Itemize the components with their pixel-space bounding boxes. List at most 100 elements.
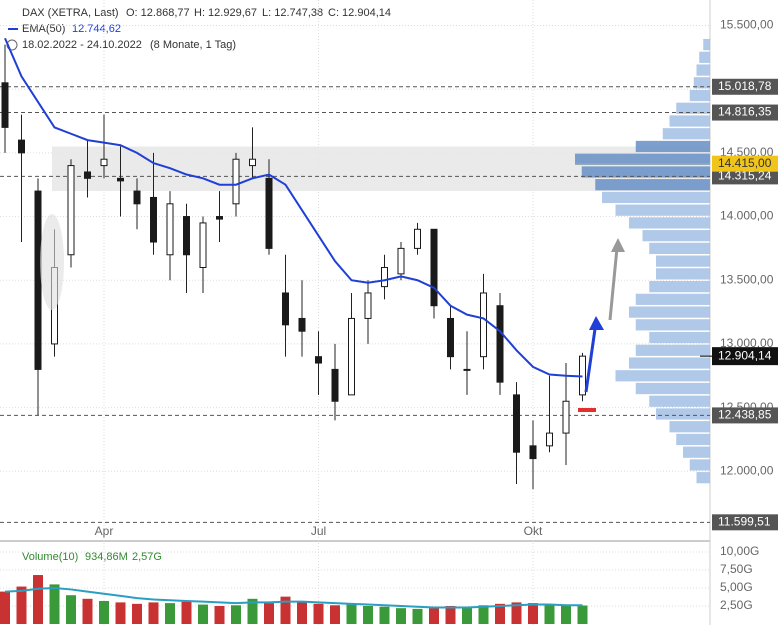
volume-bar xyxy=(396,608,406,624)
chart-title: DAX (XETRA, Last) xyxy=(22,7,119,19)
volume-bar xyxy=(231,605,241,624)
volume-profile-bar xyxy=(581,166,710,178)
volume-value: 934,86M xyxy=(85,551,128,563)
candle-body xyxy=(430,228,438,307)
candle-body xyxy=(166,203,174,256)
blue-arrow xyxy=(584,321,598,393)
level-label: 14.315,24 xyxy=(718,169,772,183)
ema-line xyxy=(4,37,583,378)
volume-profile-bar xyxy=(635,319,710,331)
candle-body xyxy=(480,292,487,358)
volume-profile-bar xyxy=(649,395,710,407)
volume-bar xyxy=(148,602,159,624)
level-label: 11.599,51 xyxy=(718,514,771,528)
last-price-label: 12.904,14 xyxy=(718,348,772,362)
volume-bar xyxy=(264,603,274,624)
volume-profile-bar xyxy=(689,89,710,102)
volume-profile-bar xyxy=(699,51,710,63)
volume-profile-bar xyxy=(676,102,710,114)
candle-body xyxy=(84,171,91,179)
candle-body xyxy=(331,368,339,402)
x-tick-label: Okt xyxy=(524,524,543,538)
level-label: 14.816,35 xyxy=(718,105,772,119)
level-label: 12.438,85 xyxy=(718,408,772,422)
volume-profile-bar xyxy=(656,268,710,280)
gray-arrow xyxy=(608,247,619,321)
range-note: (8 Monate, 1 Tag) xyxy=(150,39,236,51)
volume-bar xyxy=(16,586,27,624)
candle-body xyxy=(216,216,223,220)
ema-value: 12.744,62 xyxy=(72,23,121,35)
candle-body xyxy=(282,292,289,326)
y-tick-label: 12.000,00 xyxy=(720,463,774,477)
candle-body xyxy=(1,82,9,128)
volume-tick-label: 7,50G xyxy=(720,562,753,576)
candle-body xyxy=(562,400,570,434)
level-label-box xyxy=(712,78,778,95)
volume-bar xyxy=(297,602,307,624)
gray-arrow-head xyxy=(611,238,625,252)
volume-bar xyxy=(544,604,555,624)
x-tick-label: Apr xyxy=(95,524,114,538)
candle-body xyxy=(447,317,454,358)
y-tick-label: 13.000,00 xyxy=(720,336,774,350)
candle-body xyxy=(183,216,190,256)
volume-bar xyxy=(577,605,588,624)
candle-body xyxy=(315,356,322,364)
zone-label: 14.415,00 xyxy=(718,156,772,170)
candle-body xyxy=(67,165,75,256)
ohlc-high: H: 12.929,67 xyxy=(194,7,257,19)
volume-profile-bar xyxy=(696,472,710,484)
red-marker xyxy=(578,408,596,412)
level-label: 15.018,78 xyxy=(718,79,772,93)
volume-bar xyxy=(346,604,357,624)
volume-bar xyxy=(280,596,291,624)
volume-profile-bar xyxy=(656,255,710,267)
volume-bar xyxy=(99,600,109,624)
volume-avg-line xyxy=(4,586,583,609)
volume-bar xyxy=(313,603,324,624)
level-label-box xyxy=(712,104,778,121)
candle-body xyxy=(364,292,372,319)
volume-bar xyxy=(66,595,76,624)
ohlc-open: O: 12.868,77 xyxy=(126,7,190,19)
candle-body xyxy=(463,368,471,371)
volume-bar xyxy=(561,605,571,624)
volume-profile-bar xyxy=(662,128,710,140)
volume-bar xyxy=(478,605,489,624)
ohlc-close: C: 12.904,14 xyxy=(328,7,391,19)
candle-body xyxy=(265,177,273,249)
volume-profile-bar xyxy=(629,217,710,229)
candle-body xyxy=(100,158,108,167)
volume-bar xyxy=(379,606,390,624)
volume-avg-value: 2,57G xyxy=(132,551,162,563)
volume-bar xyxy=(363,606,373,624)
ohlc-low: L: 12.747,38 xyxy=(262,7,323,19)
volume-profile-bar xyxy=(669,421,710,433)
volume-tick-label: 10,00G xyxy=(720,544,759,558)
candle-body xyxy=(34,190,42,370)
volume-profile-bar xyxy=(635,140,710,153)
candle-body xyxy=(18,139,25,154)
y-tick-label: 13.500,00 xyxy=(720,272,774,286)
last-price-box xyxy=(712,347,778,366)
candle-body xyxy=(133,190,141,205)
level-label-box xyxy=(712,407,778,424)
volume-profile-bar xyxy=(656,408,710,420)
volume-bar xyxy=(511,602,522,624)
volume-profile-bar xyxy=(683,446,710,458)
candle-body xyxy=(529,445,537,460)
zone-label-box xyxy=(712,155,778,172)
volume-profile-bar xyxy=(649,331,710,344)
volume-tick-label: 2,50G xyxy=(720,598,753,612)
volume-bar xyxy=(132,603,142,624)
volume-bar xyxy=(82,598,93,624)
volume-profile-bar xyxy=(693,77,710,89)
volume-profile-bar xyxy=(689,459,710,471)
volume-profile-bar xyxy=(635,293,710,305)
volume-profile-bar xyxy=(602,191,710,204)
y-tick-label: 15.500,00 xyxy=(720,18,774,32)
volume-legend: Volume(10) xyxy=(22,551,78,563)
y-tick-label: 14.500,00 xyxy=(720,145,774,159)
volume-bar xyxy=(330,605,340,624)
